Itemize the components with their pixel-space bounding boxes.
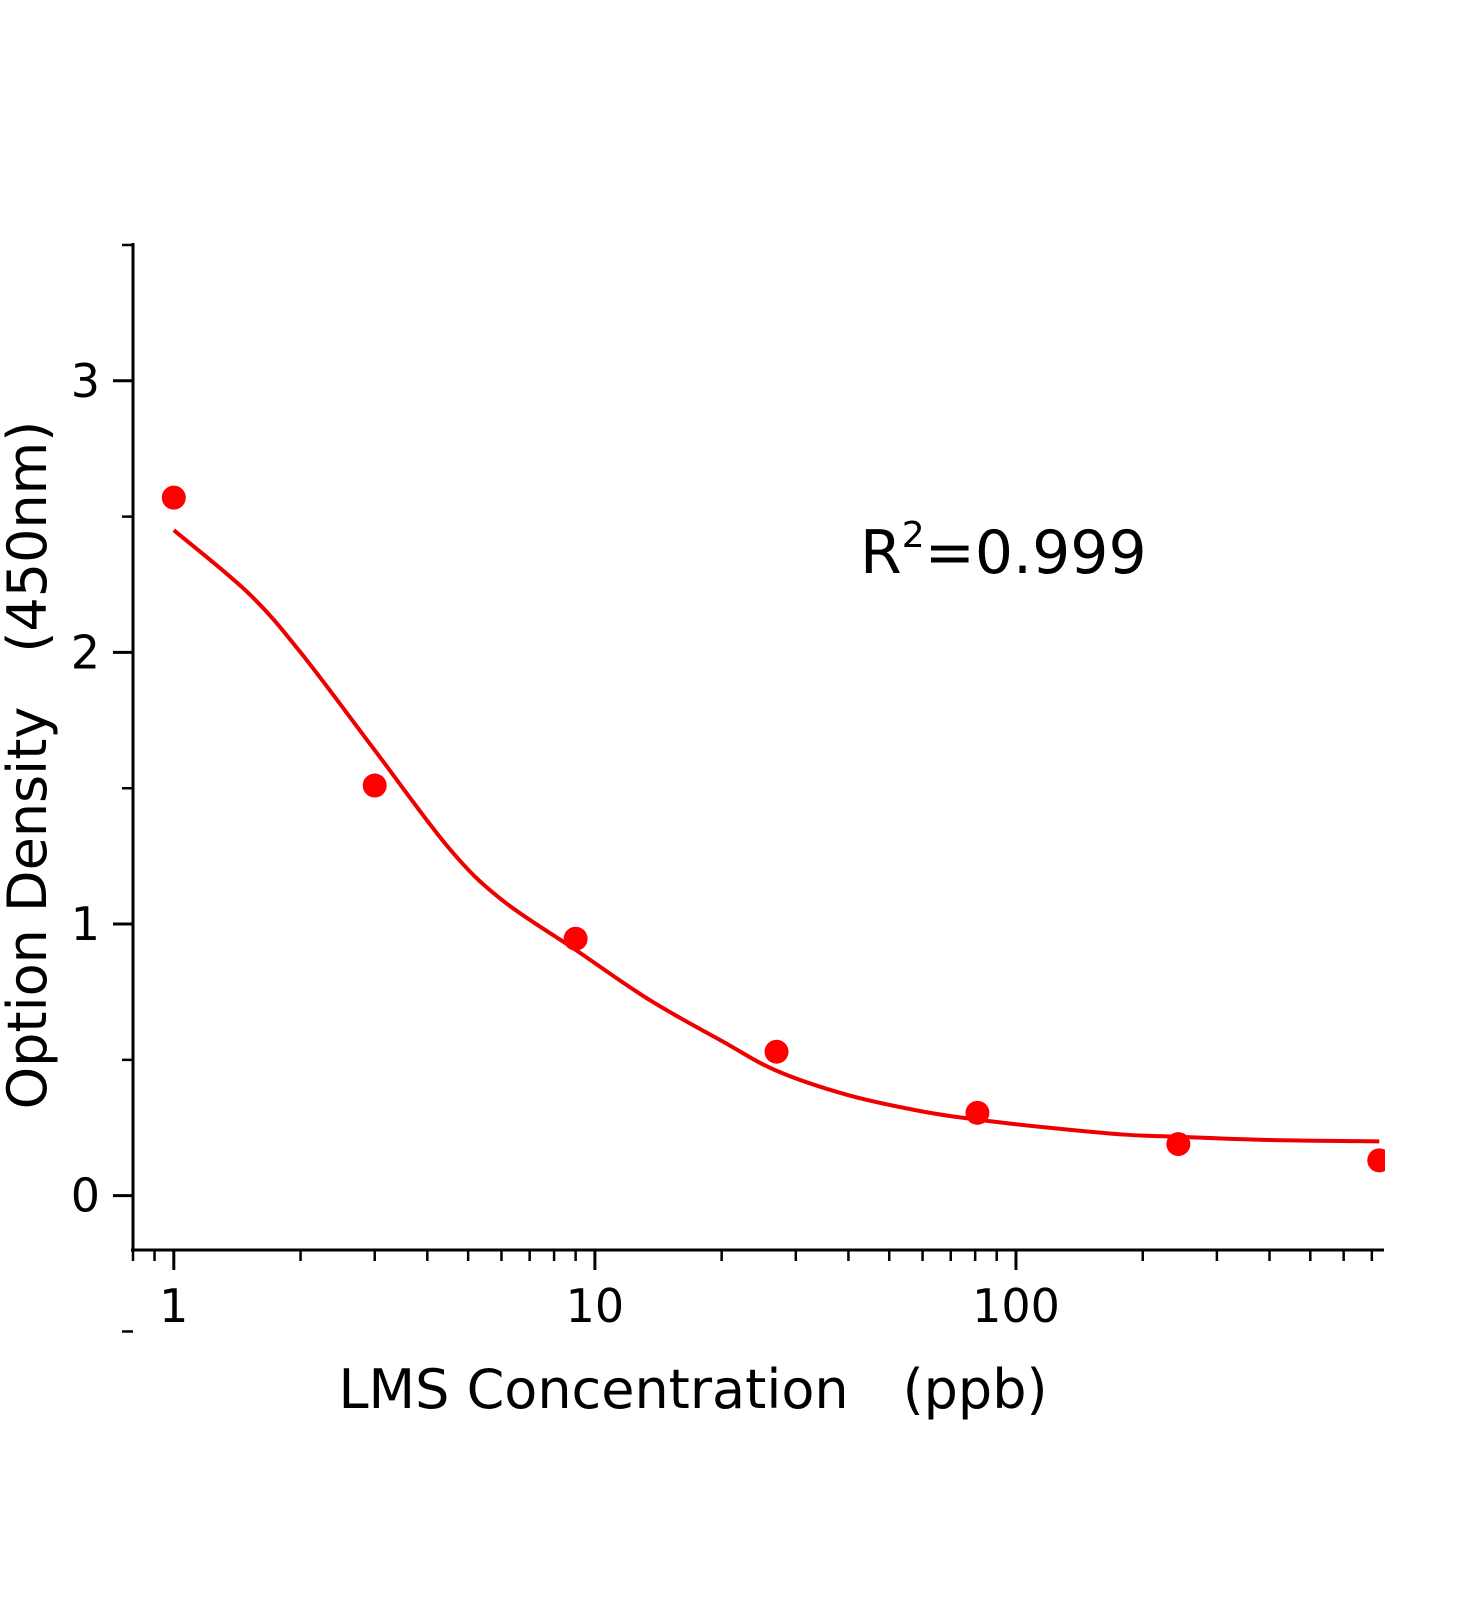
x-axis-title: LMS Concentration (ppb) <box>338 1358 1047 1421</box>
x-ticks: 1 10 100 <box>159 1250 1060 1333</box>
data-point <box>161 485 186 510</box>
minor-ticks <box>122 243 1374 1333</box>
y-tick-label: 0 <box>71 1169 100 1223</box>
data-point <box>764 1039 789 1064</box>
y-tick-label: 2 <box>71 625 100 679</box>
data-point <box>965 1100 990 1125</box>
data-point <box>1367 1148 1385 1173</box>
y-tick-label: 1 <box>71 897 100 951</box>
fit-curve <box>172 528 1380 1144</box>
data-point <box>362 773 387 798</box>
y-ticks: 0 1 2 3 <box>71 354 133 1223</box>
data-points <box>161 485 1385 1173</box>
r-squared-annotation: R2=0.999 <box>860 515 1147 588</box>
data-point <box>563 926 588 951</box>
x-tick-label: 1 <box>159 1279 188 1333</box>
x-tick-label: 100 <box>972 1279 1060 1333</box>
y-axis-title: Option Density (450nm) <box>0 421 59 1110</box>
y-tick-label: 3 <box>71 354 100 408</box>
data-point <box>1166 1132 1191 1157</box>
x-tick-label: 10 <box>566 1279 625 1333</box>
